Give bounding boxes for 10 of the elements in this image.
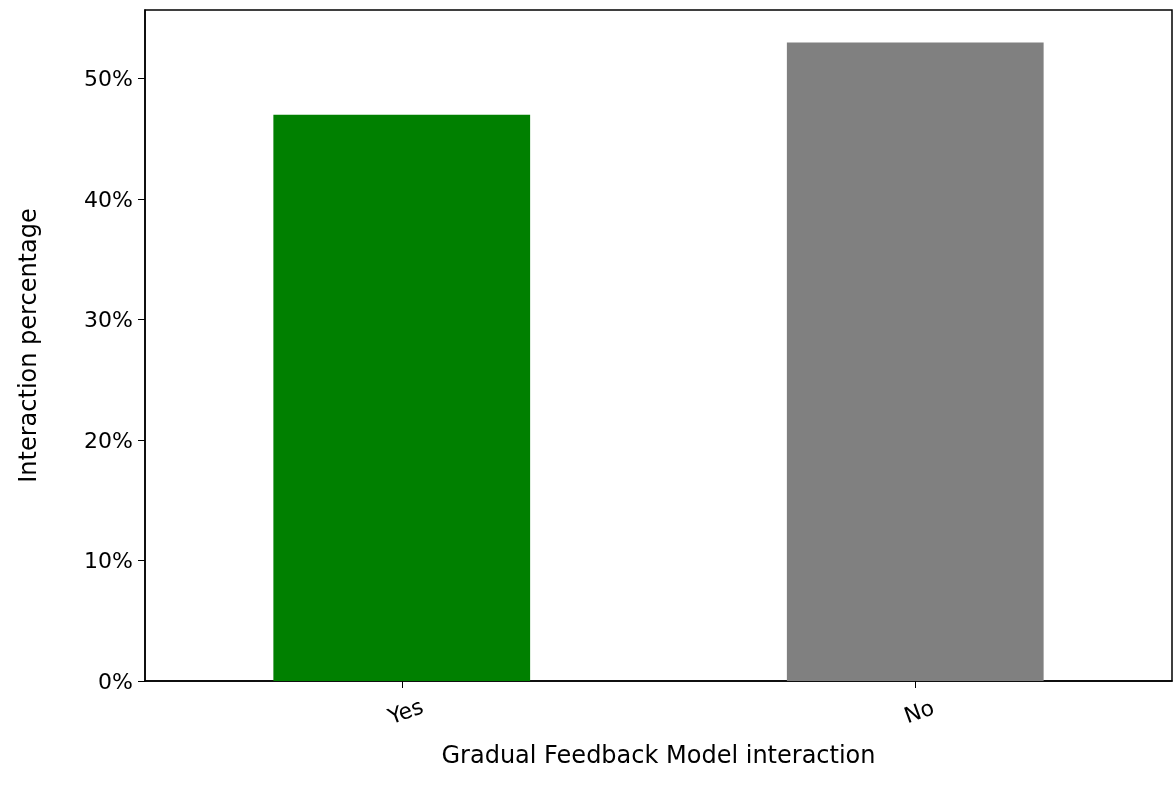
y-tick-label: 50% <box>84 66 133 92</box>
y-axis-title: Interaction percentage <box>14 208 42 483</box>
y-tick-label: 20% <box>84 427 133 453</box>
y-tick-label: 40% <box>84 186 133 212</box>
y-tick-label: 0% <box>98 668 133 694</box>
x-tick-label: Yes <box>383 693 427 730</box>
y-tick-label: 30% <box>84 307 133 333</box>
x-tick-label: No <box>900 694 938 729</box>
y-tick-label: 10% <box>84 548 133 574</box>
x-axis-title: Gradual Feedback Model interaction <box>441 741 876 769</box>
